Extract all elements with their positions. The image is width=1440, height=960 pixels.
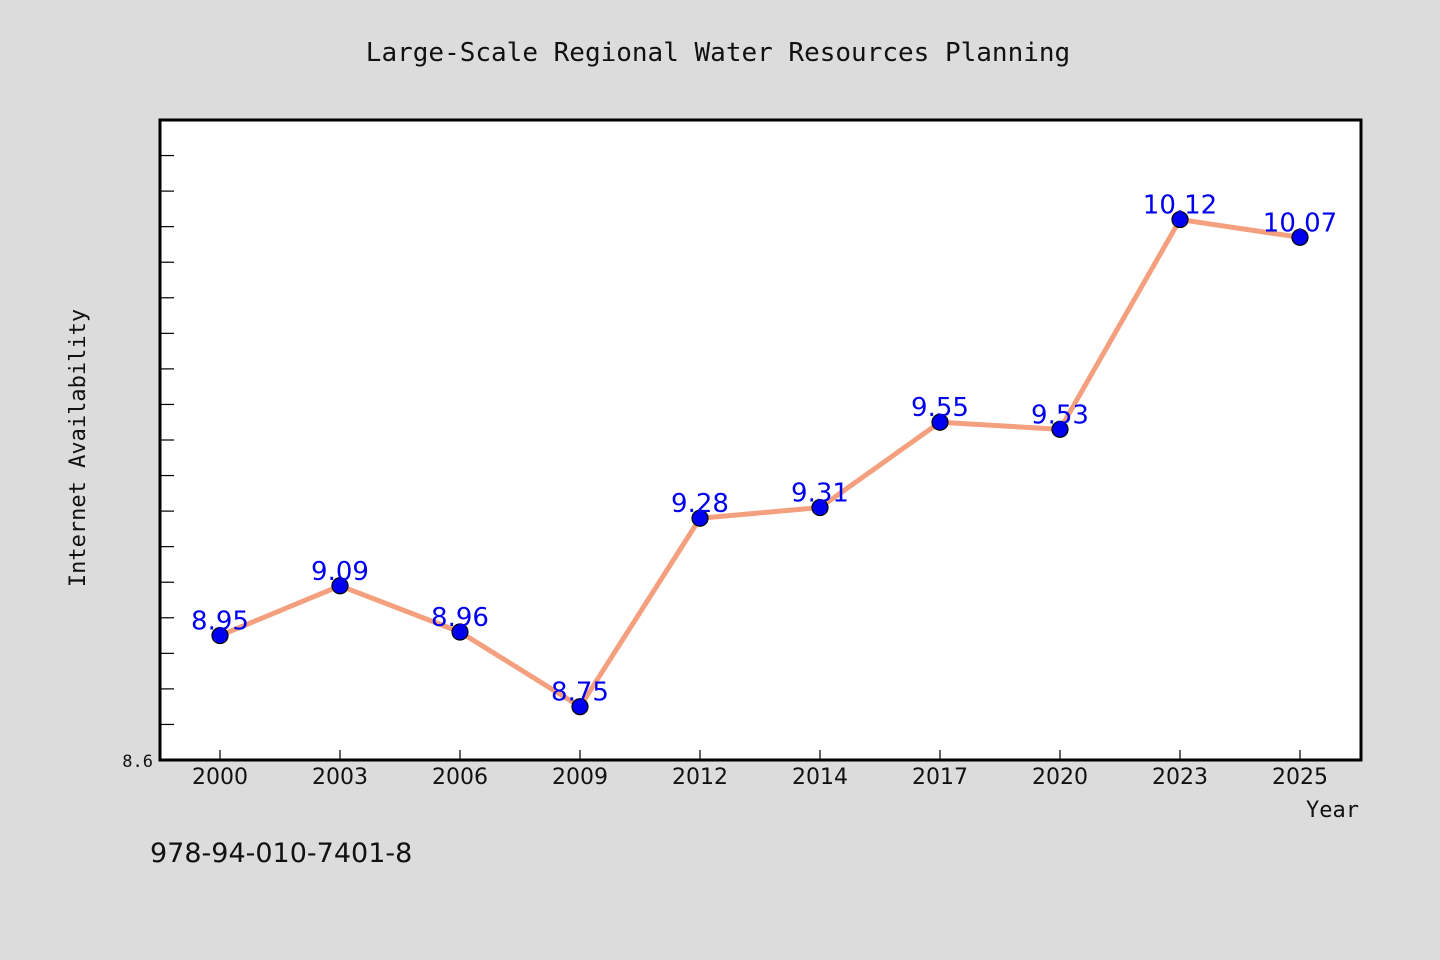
data-labels: 8.95 9.09 8.96 8.75 9.28 9.31 9.55 9.53 10.12 10.… [191, 191, 1337, 708]
x-tick-label: 2014 [792, 765, 848, 790]
series-line [217, 217, 1303, 710]
data-point [1051, 420, 1069, 438]
plot-area [158, 118, 1363, 762]
data-label: 9.09 [311, 557, 369, 587]
y-axis-label: Internet Availability [66, 309, 91, 587]
data-point [1171, 210, 1189, 229]
data-label: 9.28 [671, 489, 729, 519]
x-tick-label: 2023 [1152, 765, 1208, 790]
data-label: 8.75 [551, 678, 609, 708]
data-label: 10.07 [1263, 208, 1337, 238]
x-axis-ticks [219, 750, 1301, 760]
x-tick-label: 2025 [1272, 765, 1328, 790]
x-tick-label: 2009 [552, 765, 608, 790]
x-tick-label: 2017 [912, 765, 968, 790]
x-tick-label: 2003 [312, 765, 368, 790]
data-point [811, 498, 829, 517]
chart-title: Large-Scale Regional Water Resources Pla… [366, 38, 1070, 68]
data-point [211, 626, 229, 645]
data-label: 10.12 [1143, 191, 1217, 221]
data-label: 9.31 [791, 479, 849, 509]
data-label: 9.55 [911, 393, 969, 423]
x-tick-label: 2020 [1032, 765, 1088, 790]
data-label: 8.96 [431, 603, 489, 633]
data-point [1291, 228, 1309, 246]
y-axis-ticks [160, 154, 174, 726]
x-tick-label: 2000 [192, 765, 248, 790]
x-axis-label: Year [1306, 798, 1359, 823]
data-label: 8.95 [191, 607, 249, 637]
data-label: 9.53 [1031, 400, 1089, 430]
data-point-markers [211, 210, 1309, 716]
x-tick-label: 2012 [672, 765, 728, 790]
isbn-label: 978-94-010-7401-8 [150, 838, 412, 869]
y-tick-label: 8.6 [122, 752, 153, 772]
data-point [931, 413, 949, 431]
data-point [331, 577, 349, 595]
x-axis-tick-labels: 2000 2003 2006 2009 2012 2014 2017 2020 2023 2025 [192, 765, 1328, 790]
data-point [451, 623, 469, 641]
data-point [691, 509, 709, 527]
data-point [571, 698, 589, 716]
x-tick-label: 2006 [432, 765, 488, 790]
